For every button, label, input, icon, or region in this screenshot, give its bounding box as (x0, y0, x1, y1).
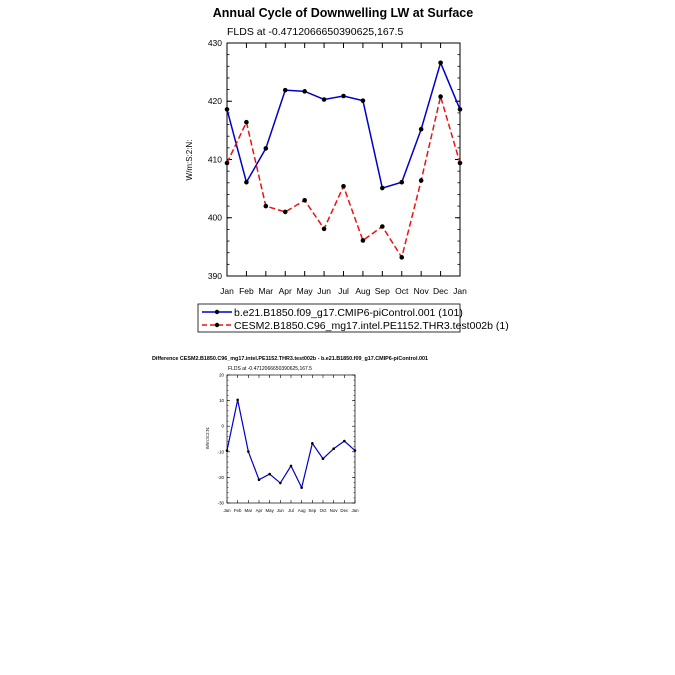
legend-label-series-2: CESM2.B1850.C96_mg17.intel.PE1152.THR3.t… (234, 320, 509, 332)
main-series-2-point (321, 226, 327, 232)
main-ticks-group: 390 400 410 420 430 Jan Feb Mar Apr May Jun Jul Aug S… (208, 38, 467, 296)
main-plot-frame (226, 42, 461, 277)
main-series-1-point (380, 185, 385, 191)
diff-ytick-label: 10 (219, 398, 224, 403)
diff-xtick-label: Jul (288, 508, 294, 513)
main-series-2-point (224, 160, 230, 166)
main-chart-subtitle: FLDS at -0.4712066650390625,167.5 (227, 26, 403, 38)
main-series-1-point (244, 179, 249, 185)
diff-ytick-label: -30 (218, 501, 225, 506)
diff-xtick-label: May (266, 508, 275, 513)
diff-xtick-label: Jun (277, 508, 285, 513)
main-series-1-point (360, 98, 366, 103)
diff-series-1-point (332, 447, 335, 451)
main-series-1-point (263, 146, 269, 151)
main-series-1-point (399, 179, 405, 185)
main-xtick-label: Feb (239, 286, 254, 296)
main-series-2-point (244, 119, 249, 125)
diff-ytick-label: -20 (218, 475, 225, 480)
main-series-2-point (418, 178, 424, 183)
main-series-2-point (399, 255, 405, 260)
diff-series-1-point (257, 478, 261, 482)
main-series-2-line (226, 93, 461, 260)
main-xtick-label: Dec (433, 286, 449, 296)
main-series-1-line (226, 60, 461, 189)
diff-xtick-label: Feb (234, 508, 242, 513)
main-series-2-point (302, 197, 307, 203)
diff-series-1-point (300, 486, 303, 489)
diff-xtick-label: Dec (340, 508, 349, 513)
main-xtick-label: May (297, 286, 314, 296)
main-xtick-label: Jan (220, 286, 234, 296)
main-series-1-point (321, 97, 327, 102)
main-series-2-point (457, 160, 463, 166)
legend-label-series-1: b.e21.B1850.f09_g17.CMIP6-piControl.001 … (234, 307, 463, 319)
diff-xtick-label: Aug (298, 508, 306, 513)
main-series-1-point (438, 60, 443, 66)
main-xtick-label: Jun (317, 286, 331, 296)
main-series-1-point (418, 126, 424, 132)
main-series-2-point (282, 209, 288, 215)
diff-series-1-line (226, 399, 356, 490)
main-series-1-point (282, 87, 288, 93)
main-series-1-point (224, 107, 230, 112)
legend-marker-series-2 (214, 322, 220, 328)
main-series-2-point (263, 203, 269, 209)
main-xtick-label: Oct (395, 286, 409, 296)
main-series-2-point (380, 224, 385, 229)
main-series-1-point (457, 107, 463, 112)
diff-series-1-point (236, 398, 239, 402)
diff-chart-subtitle: FLDS at -0.4712066650390625,167.5 (228, 366, 312, 372)
main-xtick-label: Apr (279, 286, 292, 296)
main-series-1-point (341, 93, 346, 99)
main-ytick-label: 400 (208, 213, 222, 223)
main-xtick-label: Jan (453, 286, 467, 296)
main-xtick-label: Jul (338, 286, 349, 296)
diff-xtick-label: Sep (308, 508, 316, 513)
diff-xtick-label: Oct (320, 508, 328, 513)
diff-xtick-label: Jan (351, 508, 359, 513)
diff-series-1-point (225, 449, 229, 452)
main-xtick-label: Mar (259, 286, 274, 296)
diff-series-1-point (247, 450, 250, 453)
diff-series-1-point (311, 442, 314, 445)
main-chart-title: Annual Cycle of Downwelling LW at Surfac… (213, 6, 473, 20)
main-xtick-label: Sep (375, 286, 390, 296)
main-series-group (224, 60, 463, 260)
diff-series-1-point (289, 464, 293, 468)
main-series-2-point (341, 183, 346, 189)
main-chart-ylabel: W/m:S:2:N: (185, 140, 194, 181)
diff-xtick-label: Nov (330, 508, 339, 513)
diff-chart-ylabel: W/m:S:2:N: (205, 427, 210, 449)
diff-series-1-point (268, 472, 271, 476)
diff-series-1-point (279, 481, 282, 485)
diff-xtick-label: Mar (245, 508, 253, 513)
diff-xtick-label: Jan (223, 508, 231, 513)
main-xtick-label: Aug (355, 286, 370, 296)
diff-series-1-point (343, 439, 346, 443)
main-series-1-point (302, 89, 307, 94)
main-ytick-label: 410 (208, 154, 222, 164)
main-series-2-point (360, 238, 366, 243)
main-xtick-label: Nov (414, 286, 430, 296)
main-ytick-label: 420 (208, 96, 222, 106)
main-ytick-label: 430 (208, 38, 222, 48)
legend-marker-series-1 (214, 309, 220, 315)
diff-ytick-label: -10 (218, 449, 225, 454)
diff-series-1-point (321, 457, 325, 461)
diff-chart-title: Difference CESM2.B1850.C96_mg17.intel.PE… (152, 356, 428, 362)
diff-xtick-label: Apr (256, 508, 263, 513)
diff-series-group (225, 398, 357, 490)
main-series-2-point (438, 94, 443, 99)
diff-series-1-point (353, 449, 357, 452)
diff-ytick-label: 0 (222, 424, 225, 429)
diff-ytick-label: 20 (219, 373, 224, 378)
main-ytick-label: 390 (208, 271, 222, 281)
legend-box (197, 303, 461, 333)
